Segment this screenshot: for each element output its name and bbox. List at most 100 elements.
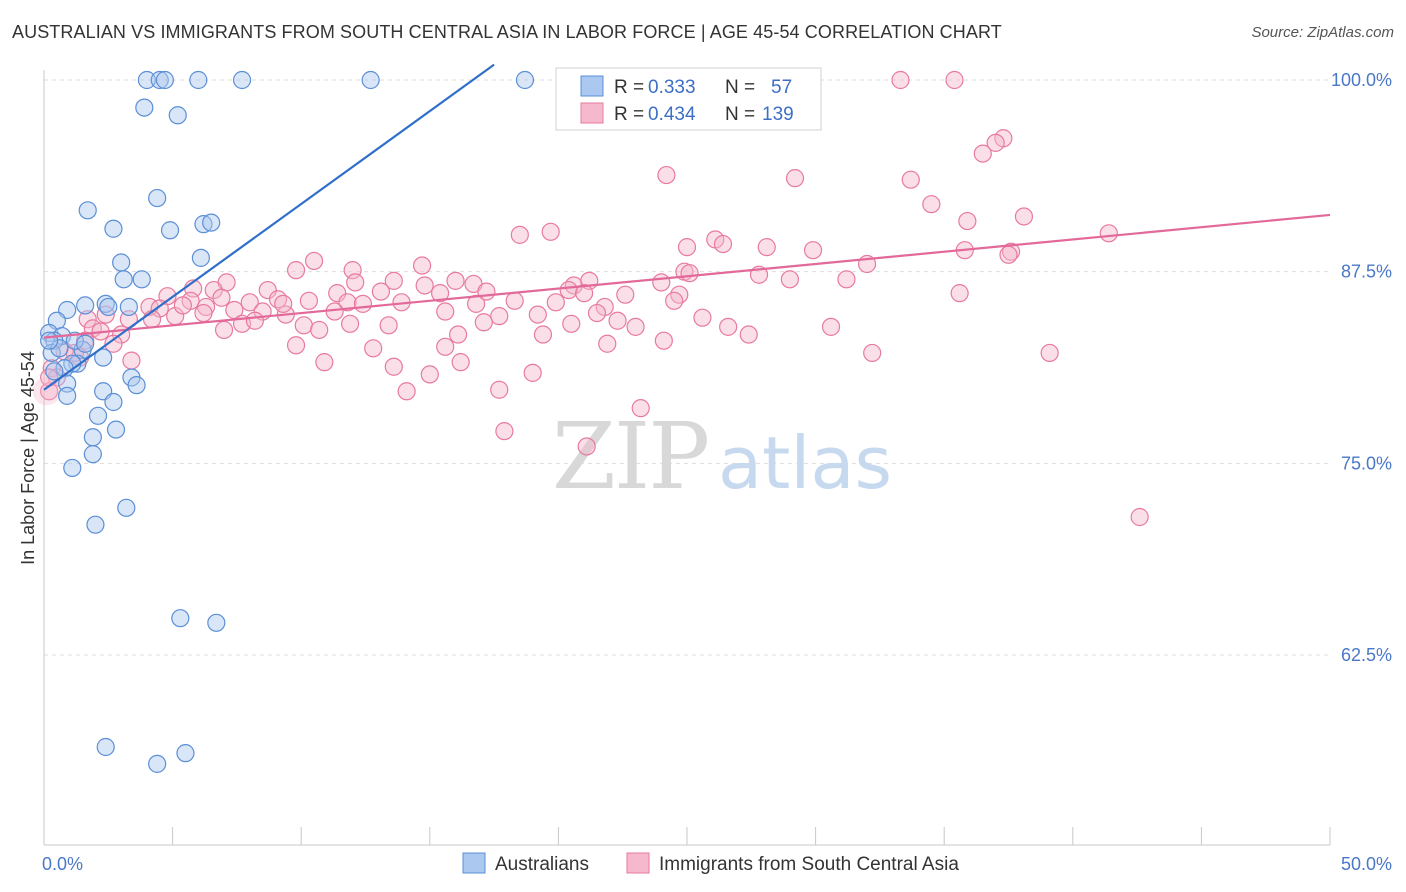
data-point <box>189 70 208 90</box>
data-point <box>415 276 434 295</box>
data-point <box>958 211 977 231</box>
data-point <box>122 351 141 370</box>
data-point <box>86 515 105 534</box>
data-point <box>294 316 313 335</box>
data-point <box>315 353 334 372</box>
x-tick-label-max: 50.0% <box>1341 854 1392 874</box>
data-point <box>945 70 964 90</box>
legend-r-value-australians: 0.333 <box>648 77 696 98</box>
data-point <box>448 325 468 344</box>
data-point <box>986 133 1005 152</box>
y-tick-labels: 62.5% 75.0% 87.5% 100.0% <box>1331 70 1392 665</box>
data-point <box>412 256 432 275</box>
data-point <box>1099 224 1118 243</box>
data-point <box>202 213 221 232</box>
data-point <box>397 382 416 401</box>
data-point <box>631 399 650 418</box>
y-tick-label: 87.5% <box>1341 262 1392 282</box>
data-point <box>361 70 380 90</box>
data-point <box>45 362 64 381</box>
bottom-legend-label-australians[interactable]: Australians <box>495 854 589 875</box>
x-tick-label-min: 0.0% <box>42 854 83 874</box>
data-point <box>420 365 439 384</box>
legend-n-value-immigrants: 139 <box>762 104 794 125</box>
legend-r-label-2: R = <box>614 104 644 125</box>
data-point <box>821 317 841 336</box>
data-point <box>713 234 733 254</box>
data-point <box>88 406 108 425</box>
data-point <box>328 284 347 303</box>
data-point <box>677 238 697 257</box>
data-point <box>207 613 226 632</box>
data-point <box>135 98 154 117</box>
data-point <box>384 271 403 290</box>
data-point <box>364 339 383 358</box>
data-point <box>353 294 373 313</box>
data-point <box>490 307 509 326</box>
data-point <box>1130 507 1149 527</box>
data-point <box>575 284 594 303</box>
data-point <box>191 248 210 267</box>
data-point <box>510 225 529 244</box>
data-point <box>999 245 1018 264</box>
data-point <box>436 302 455 321</box>
data-point <box>286 336 306 355</box>
series-australians-points <box>40 70 535 773</box>
bottom-legend-swatch-immigrants[interactable] <box>626 852 650 874</box>
data-point <box>803 241 823 260</box>
bottom-legend-label-immigrants[interactable]: Immigrants from South Central Asia <box>659 854 959 875</box>
data-point <box>891 70 910 90</box>
data-point <box>171 609 190 628</box>
data-point <box>204 280 223 300</box>
x-ticks <box>43 827 1331 845</box>
legend-n-value-australians: 57 <box>771 77 792 98</box>
data-point <box>176 744 195 763</box>
data-point <box>338 293 357 312</box>
data-point <box>286 261 306 280</box>
data-point <box>96 737 115 757</box>
data-point <box>562 314 581 333</box>
data-point <box>652 273 671 292</box>
data-point <box>528 305 547 324</box>
legend-r-label-1: R = <box>614 77 644 98</box>
data-point <box>495 422 514 441</box>
data-point <box>608 311 627 330</box>
data-point <box>626 317 645 336</box>
y-tick-label: 100.0% <box>1331 70 1392 90</box>
data-point <box>546 293 565 312</box>
data-point <box>114 270 133 289</box>
gridlines <box>44 79 1330 656</box>
bottom-legend-swatch-australians[interactable] <box>462 852 486 874</box>
data-point <box>274 294 293 313</box>
data-point <box>194 215 213 234</box>
data-point <box>76 334 95 353</box>
data-point <box>922 195 941 214</box>
data-point <box>665 291 684 310</box>
data-point <box>559 280 578 300</box>
data-point <box>78 201 97 220</box>
data-point-cluster <box>32 377 61 406</box>
data-point <box>863 343 882 363</box>
data-point <box>533 325 553 344</box>
data-point <box>379 316 398 335</box>
y-axis-title: In Labor Force | Age 45-54 <box>18 351 38 565</box>
data-point <box>577 437 596 456</box>
data-point <box>150 70 169 90</box>
data-point <box>719 317 738 336</box>
data-point <box>40 382 59 401</box>
data-point <box>657 165 676 185</box>
data-point <box>598 334 617 353</box>
data-point <box>346 273 365 292</box>
data-point <box>168 106 187 125</box>
data-point <box>132 270 151 289</box>
data-point <box>194 303 213 323</box>
data-point <box>245 311 265 330</box>
data-point <box>83 445 102 464</box>
data-point <box>232 70 252 90</box>
data-point <box>240 293 259 312</box>
y-tick-label: 75.0% <box>1341 453 1392 473</box>
data-point <box>142 310 162 329</box>
data-point <box>1040 343 1059 363</box>
data-point <box>63 458 82 478</box>
